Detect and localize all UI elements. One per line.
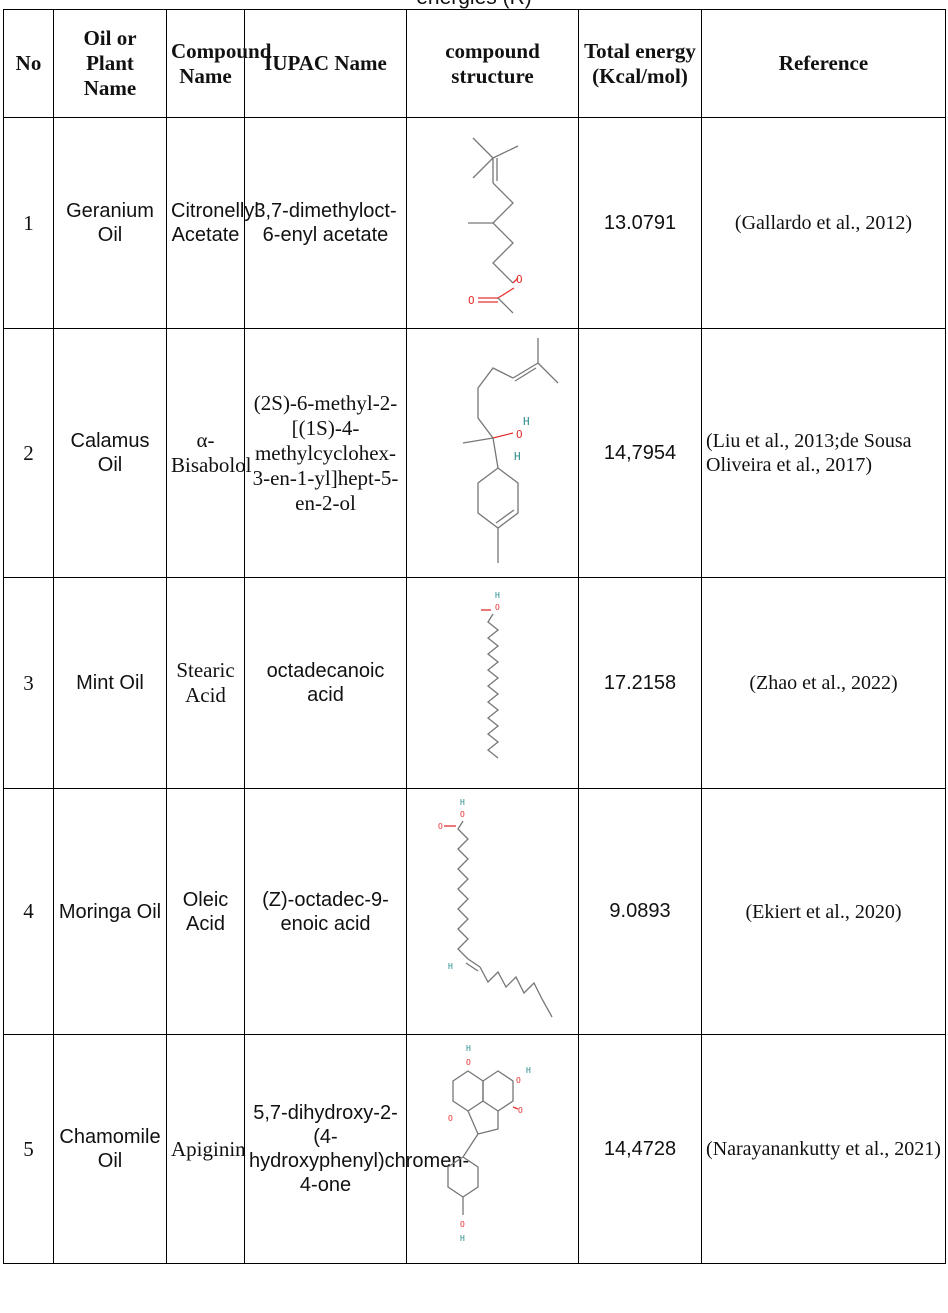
header-compound: Compound Name <box>166 9 271 118</box>
oxygen-atom-label: O <box>460 810 465 819</box>
citronellyl-acetate-structure-icon: O O <box>467 137 523 314</box>
hydroxyl-oxygen-label: O <box>516 428 523 441</box>
plant-name: Mint Oil <box>53 577 167 789</box>
hydrogen-atom-label: H <box>526 1066 531 1075</box>
total-energy: 14,7954 <box>578 328 702 578</box>
structure-cell: O H H <box>406 328 579 578</box>
hydrogen-atom-label: H <box>495 591 500 600</box>
iupac-name: (2S)-6-methyl-2-[(1S)-4-methylcyclohex-3… <box>244 328 407 578</box>
table-caption: energies (R) <box>0 0 948 10</box>
structure-cell: H O O H O O O H <box>406 1034 579 1264</box>
oleic-acid-structure-icon: H O O H <box>438 798 553 1017</box>
hydrogen-atom-label: H <box>514 450 521 463</box>
table-row: 3 Mint Oil Stearic Acid octadecanoic aci… <box>3 577 946 789</box>
structure-cell: O O <box>406 117 579 329</box>
table-row: 1 Geranium Oil Citronellyl Acetate 3,7-d… <box>3 117 946 329</box>
row-number: 3 <box>3 577 54 789</box>
oxygen-atom-label: O <box>466 1058 471 1067</box>
header-row: No Oil or Plant Name Compound Name IUPAC… <box>3 9 946 118</box>
header-structure: compound structure <box>406 9 579 118</box>
oxygen-atom-label: O <box>516 1076 521 1085</box>
oxygen-atom-label: O <box>516 273 523 286</box>
compound-name: Stearic Acid <box>166 577 245 789</box>
total-energy: 17.2158 <box>578 577 702 789</box>
compound-name: Citronellyl Acetate <box>166 117 259 329</box>
total-energy: 14,4728 <box>578 1034 702 1264</box>
hydrogen-atom-label: H <box>466 1044 471 1053</box>
header-plant: Oil or Plant Name <box>53 9 167 118</box>
row-number: 5 <box>3 1034 54 1264</box>
hydrogen-atom-label: H <box>523 415 530 428</box>
bisabolol-structure-icon: O H H <box>462 338 558 563</box>
total-energy: 9.0893 <box>578 788 702 1035</box>
oxygen-atom-label: O <box>448 1114 453 1123</box>
oxygen-atom-label: O <box>518 1106 523 1115</box>
compound-table: No Oil or Plant Name Compound Name IUPAC… <box>3 9 946 1264</box>
hydrogen-atom-label: H <box>460 798 465 807</box>
header-reference: Reference <box>701 9 946 118</box>
compound-name: Apiginin <box>166 1034 246 1264</box>
header-energy: Total energy (Kcal/mol) <box>578 9 702 118</box>
oxygen-atom-label: O <box>468 294 475 307</box>
caption-tail: energies (R) <box>0 0 948 10</box>
hydrogen-atom-label: H <box>460 1234 465 1243</box>
structure-cell: H O <box>406 577 579 789</box>
reference: (Narayanankutty et al., 2021) <box>701 1034 946 1264</box>
table-row: 4 Moringa Oil Oleic Acid (Z)-octadec-9-e… <box>3 788 946 1035</box>
iupac-name: octadecanoic acid <box>244 577 407 789</box>
reference: (Gallardo et al., 2012) <box>701 117 946 329</box>
header-iupac: IUPAC Name <box>244 9 407 118</box>
header-no: No <box>3 9 54 118</box>
table-row: 2 Calamus Oil α-Bisabolol (2S)-6-methyl-… <box>3 328 946 578</box>
oxygen-atom-label: O <box>438 822 443 831</box>
iupac-name: 3,7-dimethyloct-6-enyl acetate <box>244 117 407 329</box>
table-row: 5 Chamomile Oil Apiginin 5,7-dihydroxy-2… <box>3 1034 946 1264</box>
row-number: 1 <box>3 117 54 329</box>
reference: (Liu et al., 2013;de Sousa Oliveira et a… <box>701 328 946 578</box>
compound-name: α-Bisabolol <box>166 328 252 578</box>
oxygen-atom-label: O <box>495 603 500 612</box>
structure-cell: H O O H <box>406 788 579 1035</box>
hydrogen-atom-label: H <box>448 962 453 971</box>
iupac-name: (Z)-octadec-9-enoic acid <box>244 788 407 1035</box>
plant-name: Calamus Oil <box>53 328 167 578</box>
plant-name: Chamomile Oil <box>53 1034 167 1264</box>
plant-name: Moringa Oil <box>53 788 167 1035</box>
row-number: 2 <box>3 328 54 578</box>
apigenin-structure-icon: H O O H O O O H <box>446 1044 531 1243</box>
reference: (Ekiert et al., 2020) <box>701 788 946 1035</box>
stearic-acid-structure-icon: H O <box>480 591 500 759</box>
oxygen-atom-label: O <box>460 1220 465 1229</box>
plant-name: Geranium Oil <box>53 117 167 329</box>
row-number: 4 <box>3 788 54 1035</box>
reference: (Zhao et al., 2022) <box>701 577 946 789</box>
compound-name: Oleic Acid <box>166 788 245 1035</box>
total-energy: 13.0791 <box>578 117 702 329</box>
iupac-name: 5,7-dihydroxy-2-(4-hydroxyphenyl)chromen… <box>244 1034 469 1264</box>
